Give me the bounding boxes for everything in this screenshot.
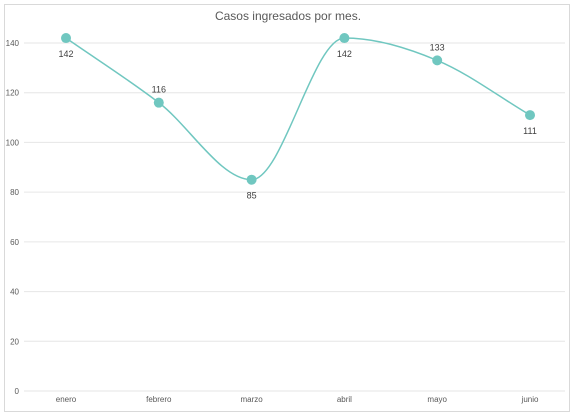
data-point: [246, 174, 257, 185]
data-label: 142: [58, 49, 73, 59]
data-markers: [61, 33, 535, 185]
data-label: 116: [152, 85, 166, 95]
y-tick-label: 20: [10, 337, 19, 346]
chart-frame: Casos ingresados por mes.: [4, 4, 570, 412]
x-tick-label: enero: [56, 395, 77, 404]
y-tick-label: 100: [6, 138, 20, 147]
data-point: [525, 110, 535, 121]
y-axis: 0 20 40 60 80 100 120 140: [6, 39, 20, 396]
data-label: 142: [337, 49, 352, 59]
x-tick-label: marzo: [240, 395, 263, 404]
y-tick-label: 60: [10, 238, 19, 247]
data-label: 111: [523, 126, 537, 136]
y-tick-label: 0: [15, 387, 20, 396]
data-labels: 142 116 85 142 133 111: [58, 42, 536, 200]
chart-title: Casos ingresados por mes.: [214, 9, 362, 23]
gridlines: [24, 42, 565, 392]
x-tick-label: mayo: [427, 395, 447, 404]
data-point: [153, 97, 164, 108]
x-tick-label: febrero: [146, 395, 172, 404]
y-tick-label: 40: [10, 288, 19, 297]
x-axis: enero febrero marzo abril mayo junio: [56, 395, 539, 404]
data-point: [432, 55, 443, 66]
data-label: 85: [247, 191, 257, 201]
data-point: [339, 33, 350, 44]
x-tick-label: junio: [521, 395, 539, 404]
y-tick-label: 120: [6, 89, 20, 98]
x-tick-label: abril: [337, 395, 352, 404]
series-line: [65, 37, 531, 181]
y-tick-label: 80: [10, 188, 19, 197]
data-label: 133: [430, 42, 445, 52]
data-point: [61, 33, 71, 44]
y-tick-label: 140: [6, 39, 20, 48]
